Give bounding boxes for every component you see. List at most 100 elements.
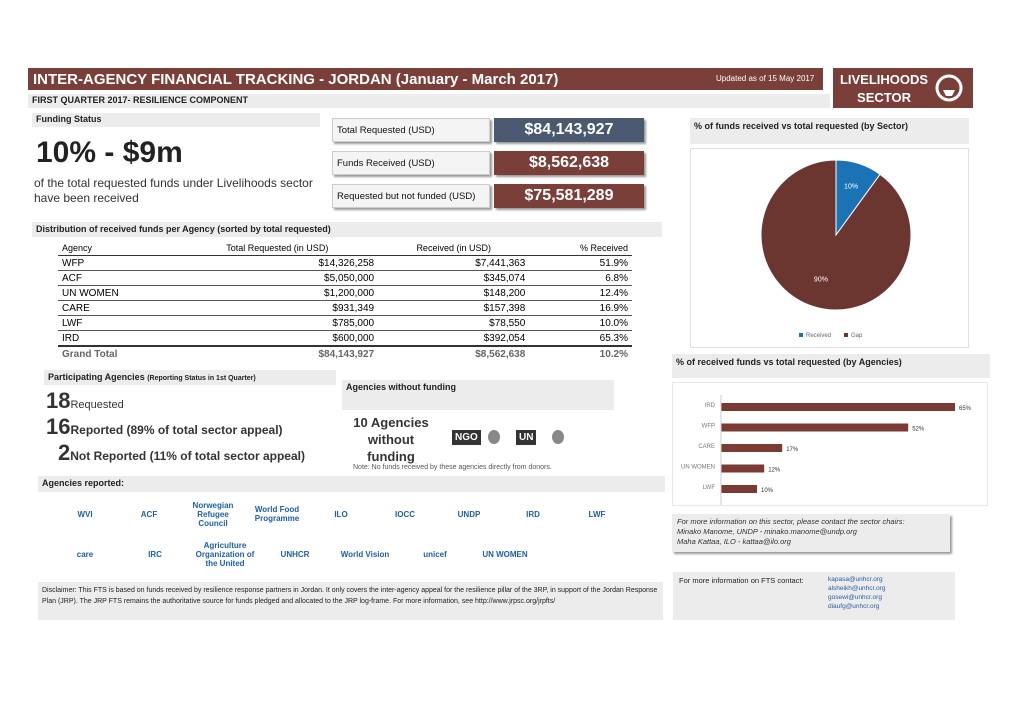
table-total-row: Grand Total $84,143,927 $8,562,638 10.2% [58, 345, 632, 361]
fts-contact: For more information on FTS contact: kap… [673, 572, 955, 620]
table-cell: $392,054 [378, 330, 530, 347]
table-cell: $1,200,000 [176, 285, 379, 301]
logo: ACF [140, 509, 158, 519]
org-icon: NGO [452, 430, 481, 445]
table-cell: LWF [58, 315, 177, 331]
logo: World Food Programme [254, 505, 300, 523]
title: INTER-AGENCY FINANCIAL TRACKING - JORDAN… [33, 71, 559, 88]
table-cell: $5,050,000 [176, 270, 379, 286]
without-heading: Agencies without funding [342, 380, 614, 410]
contacts: For more information on this sector, ple… [672, 514, 950, 552]
table-row: CARE $931,349 $157,398 16.9% [58, 300, 632, 316]
table-total-cell: Grand Total [58, 345, 177, 361]
logo: IOCC [395, 509, 415, 519]
sector-icon [935, 74, 963, 102]
logo: Food and Agriculture Organization of the… [195, 540, 255, 568]
bar-chart: IRD 65% WFP 52% CARE 17% UN WOMEN 12% LWF 10% [672, 382, 988, 506]
fts-email: gosewi@unhcr.org [828, 594, 882, 601]
table-total-cell: $84,143,927 [176, 345, 379, 361]
table-cell: CARE [58, 300, 177, 316]
total-value: $75,581,289 [494, 184, 644, 208]
bar [721, 423, 909, 432]
total-value: $84,143,927 [494, 118, 644, 142]
updated: Updated as of 15 May 2017 [716, 74, 815, 83]
no-dollar-icon [552, 430, 564, 444]
total-label: Total Requested (USD) [332, 118, 490, 142]
table-cell: $7,441,363 [378, 255, 530, 271]
logo: World Vision [340, 549, 390, 559]
table-cell: IRD [58, 330, 177, 347]
logo: LWF [588, 509, 606, 519]
org-icon: UN [516, 430, 537, 445]
participating-label: Requested [70, 399, 124, 411]
logo: unicef [423, 549, 447, 559]
fts-email: kapasa@unhcr.org [828, 576, 883, 583]
table-row: IRD $600,000 $392,054 65.3% [58, 330, 632, 347]
table-cell: $931,349 [176, 300, 379, 316]
bar-label: 10% [761, 488, 774, 494]
agency-table: Agency Total Requested (in USD) Received (… [58, 241, 632, 361]
logo: UNDP [457, 509, 481, 519]
table-heading: Distribution of received funds per Agenc… [32, 222, 662, 237]
logo: ILO [334, 509, 348, 519]
table-cell: ACF [58, 270, 177, 286]
participating-number: 16 [46, 414, 71, 439]
bar-label: 12% [768, 468, 781, 474]
participating-item: 16Reported (89% of total sector appeal) [46, 414, 283, 440]
participating-number: 2 [58, 440, 71, 465]
table-total-cell: $8,562,638 [378, 345, 530, 361]
bar-title: % of received funds vs total requested (… [672, 354, 990, 378]
table-row: WFP $14,326,258 $7,441,363 51.9% [58, 255, 632, 271]
legend-swatch [844, 333, 848, 337]
total-label: Funds Received (USD) [332, 151, 490, 175]
legend-label: Received [806, 333, 831, 339]
bar-label: 65% [959, 406, 972, 412]
pie-slice [760, 159, 912, 311]
contacts-intro: For more information on this sector, ple… [677, 517, 905, 526]
pie-label: 10% [844, 184, 858, 191]
table-row: LWF $785,000 $78,550 10.0% [58, 315, 632, 331]
pie-chart: 10% 90% Received Gap [690, 148, 969, 348]
logo: UN WOMEN [482, 549, 528, 559]
without-text: 10 Agencies without funding [353, 415, 429, 464]
column-header: % Received [529, 241, 632, 256]
table-cell: 16.9% [529, 300, 632, 316]
logo: UNHCR [280, 549, 310, 559]
fts-label: For more information on FTS contact: [679, 576, 804, 585]
table-cell: UN WOMEN [58, 285, 177, 301]
bar [721, 444, 783, 452]
fts-emails: kapasa@unhcr.org alsheikh@unhcr.org gosewi… [828, 575, 886, 611]
without-note: Note: No funds received by these agencie… [353, 464, 552, 471]
table-cell: $148,200 [378, 285, 530, 301]
pie-label: 90% [814, 276, 828, 283]
pie-title: % of funds received vs total requested (… [690, 118, 969, 144]
bar [721, 464, 765, 473]
fts-email: diaufg@unhcr.org [828, 603, 880, 610]
table-cell: 51.9% [529, 255, 632, 271]
table-cell: $345,074 [378, 270, 530, 286]
subtitle: FIRST QUARTER 2017- RESILIENCE COMPONENT [28, 94, 830, 108]
legend-label: Gap [851, 333, 863, 339]
header-bar: INTER-AGENCY FINANCIAL TRACKING - JORDAN… [28, 68, 823, 90]
sector-box: LIVELIHOODS SECTOR [833, 68, 973, 108]
participating-number: 18 [46, 388, 71, 413]
funding-heading: Funding Status [32, 113, 320, 127]
funding-text: of the total requested funds under Livel… [34, 176, 313, 205]
table-cell: $78,550 [378, 315, 530, 331]
participating-title: Participating Agencies [48, 372, 145, 382]
logo: IRC [148, 549, 162, 559]
participating-heading: Participating Agencies (Reporting Status… [44, 370, 336, 385]
reported-heading: Agencies reported: [38, 476, 665, 492]
table-cell: $14,326,258 [176, 255, 379, 271]
participating-item: 2Not Reported (11% of total sector appea… [58, 440, 305, 466]
table-cell: $785,000 [176, 315, 379, 331]
disclaimer: Disclaimer: This FTS is based on funds r… [38, 582, 663, 620]
fts-email: alsheikh@unhcr.org [828, 585, 886, 592]
table-row: ACF $5,050,000 $345,074 6.8% [58, 270, 632, 286]
contact-line: Maha Kattaa, ILO - kattaa@ilo.org [677, 537, 791, 546]
column-header: Received (in USD) [378, 241, 530, 256]
table-cell: $157,398 [378, 300, 530, 316]
bar [721, 485, 757, 493]
legend-swatch [799, 333, 803, 337]
